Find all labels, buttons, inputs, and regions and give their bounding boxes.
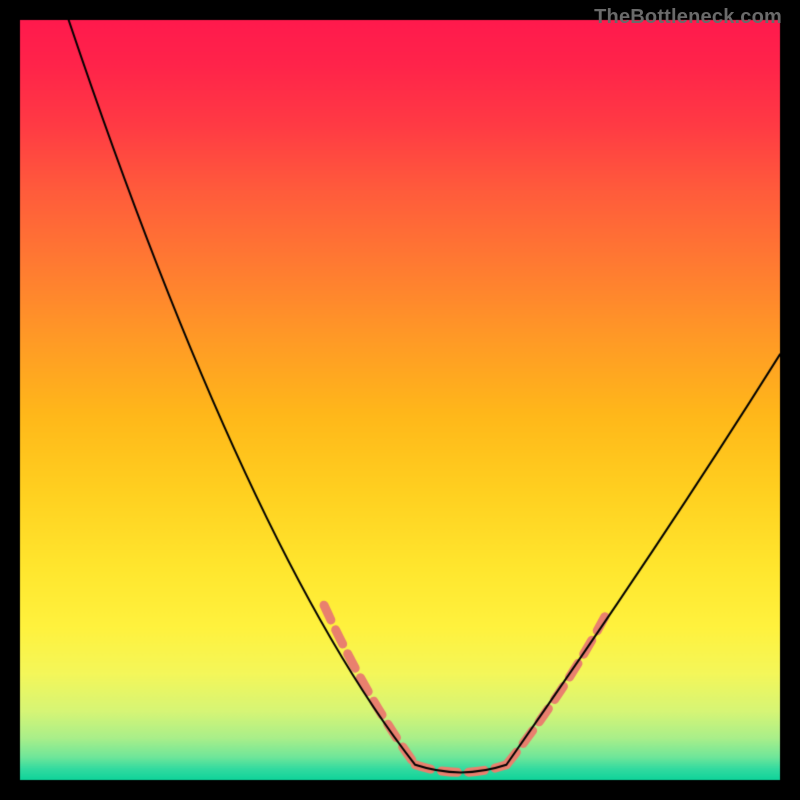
watermark-text: TheBottleneck.com bbox=[594, 6, 782, 29]
chart-root: TheBottleneck.com bbox=[0, 0, 800, 800]
bottleneck-chart-canvas bbox=[0, 0, 800, 800]
